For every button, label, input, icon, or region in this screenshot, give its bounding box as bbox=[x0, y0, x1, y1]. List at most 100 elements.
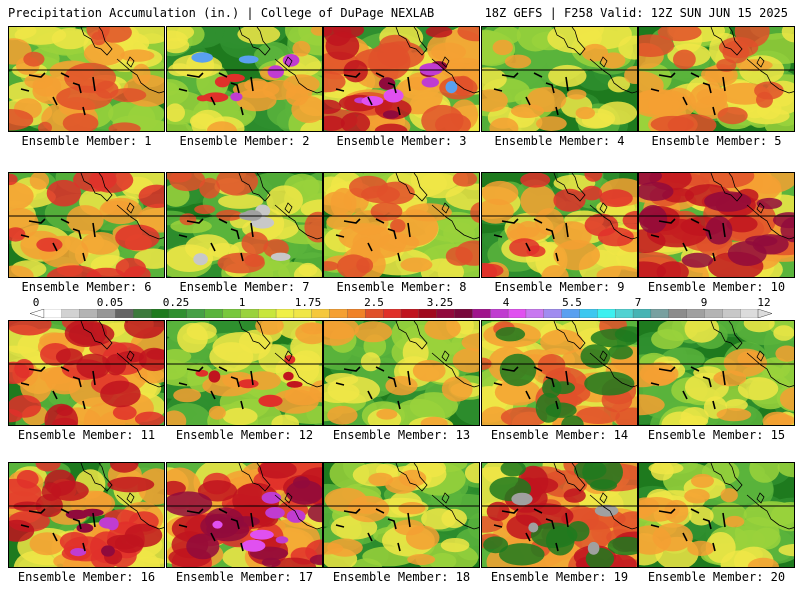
colorbar-min-arrow bbox=[30, 309, 45, 318]
ensemble-member-label: Ensemble Member: 17 bbox=[175, 570, 314, 584]
ensemble-member-label: Ensemble Member: 11 bbox=[17, 428, 156, 442]
colorbar-swatch bbox=[275, 309, 295, 318]
ensemble-member-label: Ensemble Member: 5 bbox=[651, 134, 782, 148]
colorbar-swatch bbox=[507, 309, 527, 318]
precipitation-field bbox=[639, 173, 794, 277]
colorbar-tick-label: 0.25 bbox=[162, 296, 190, 309]
ensemble-member-label: Ensemble Member: 14 bbox=[490, 428, 629, 442]
precipitation-field bbox=[9, 27, 164, 131]
colorbar-tick-label: 0.05 bbox=[96, 296, 124, 309]
reservoir-outlines bbox=[650, 508, 726, 552]
colorbar-swatch bbox=[632, 309, 652, 318]
coastline-outline bbox=[710, 463, 794, 530]
reservoir-outlines bbox=[335, 218, 411, 262]
reservoir-outlines bbox=[20, 72, 96, 116]
precipitation-field bbox=[639, 27, 794, 131]
colorbar-swatch bbox=[704, 309, 723, 318]
ensemble-map-panel bbox=[638, 462, 795, 568]
colorbar-swatch bbox=[150, 309, 170, 318]
colorbar-tick-label: 4 bbox=[502, 296, 510, 309]
reservoir-outlines bbox=[493, 508, 569, 552]
colorbar-swatch bbox=[740, 309, 759, 318]
coastline-outline bbox=[710, 321, 794, 388]
colorbar-tick-label: 0 bbox=[32, 296, 40, 309]
reservoir-outlines bbox=[20, 366, 96, 410]
colorbar-swatch bbox=[133, 309, 152, 318]
colorbar-swatch bbox=[43, 309, 63, 318]
precipitation-field bbox=[482, 463, 637, 567]
ensemble-map-panel bbox=[481, 26, 638, 132]
colorbar-max-arrow bbox=[757, 309, 772, 318]
ensemble-map-panel bbox=[481, 172, 638, 278]
reservoir-outlines bbox=[493, 218, 569, 262]
colorbar-tick-label: 1.75 bbox=[294, 296, 322, 309]
ensemble-member-label: Ensemble Member: 9 bbox=[494, 280, 625, 294]
precipitation-colorbar: 0 0.05 0.25 1 1.75 2.5 3.25 4 5.5 7 9 12 bbox=[8, 296, 792, 320]
ensemble-member-label: Ensemble Member: 1 bbox=[21, 134, 152, 148]
page-header: Precipitation Accumulation (in.) | Colle… bbox=[0, 0, 800, 26]
colorbar-swatch bbox=[686, 309, 705, 318]
reservoir-outlines bbox=[493, 72, 569, 116]
precipitation-field bbox=[324, 173, 479, 277]
precipitation-field bbox=[167, 27, 322, 131]
precipitation-field bbox=[9, 321, 164, 425]
precipitation-field bbox=[167, 173, 322, 277]
colorbar-swatch bbox=[597, 309, 616, 318]
coastline-outline bbox=[553, 173, 637, 240]
reservoir-outlines bbox=[650, 72, 726, 116]
ensemble-map-panel bbox=[166, 320, 323, 426]
product-title: Precipitation Accumulation (in.) | Colle… bbox=[8, 6, 435, 20]
ensemble-map-panel bbox=[323, 26, 480, 132]
colorbar-bar bbox=[30, 309, 772, 318]
colorbar-swatch bbox=[365, 309, 384, 318]
reservoir-outlines bbox=[178, 218, 254, 262]
precipitation-field bbox=[167, 321, 322, 425]
colorbar-swatch bbox=[436, 309, 456, 318]
ensemble-map-panel bbox=[638, 172, 795, 278]
reservoir-outlines bbox=[335, 72, 411, 116]
colorbar-swatch bbox=[615, 309, 634, 318]
ensemble-member-label: Ensemble Member: 7 bbox=[179, 280, 310, 294]
ensemble-member-label: Ensemble Member: 8 bbox=[336, 280, 467, 294]
colorbar-swatch bbox=[61, 309, 81, 318]
colorbar-swatch bbox=[186, 309, 206, 318]
colorbar-swatch bbox=[490, 309, 509, 318]
ensemble-map-panel bbox=[323, 172, 480, 278]
colorbar-tick-label: 3.25 bbox=[426, 296, 454, 309]
ensemble-map-panel bbox=[8, 320, 165, 426]
coastline-outline bbox=[553, 463, 637, 530]
reservoir-outlines bbox=[335, 366, 411, 410]
colorbar-svg bbox=[30, 309, 772, 318]
colorbar-swatch bbox=[525, 309, 545, 318]
ensemble-member-label: Ensemble Member: 13 bbox=[332, 428, 471, 442]
precipitation-field bbox=[482, 27, 637, 131]
coastline-outline bbox=[238, 173, 322, 240]
colorbar-swatch bbox=[79, 309, 99, 318]
colorbar-swatch bbox=[329, 309, 348, 318]
ensemble-member-label: Ensemble Member: 4 bbox=[494, 134, 625, 148]
ensemble-member-label: Ensemble Member: 16 bbox=[17, 570, 156, 584]
colorbar-tick-label: 9 bbox=[700, 296, 708, 309]
colorbar-swatch bbox=[115, 309, 134, 318]
colorbar-swatch bbox=[347, 309, 366, 318]
colorbar-swatch bbox=[650, 309, 670, 318]
ensemble-map-panel bbox=[638, 320, 795, 426]
precipitation-field bbox=[639, 463, 794, 567]
precipitation-field bbox=[482, 321, 637, 425]
colorbar-swatch bbox=[454, 309, 473, 318]
reservoir-outlines bbox=[335, 508, 411, 552]
ensemble-member-label: Ensemble Member: 20 bbox=[647, 570, 786, 584]
coastline-outline bbox=[395, 321, 479, 388]
ensemble-member-label: Ensemble Member: 15 bbox=[647, 428, 786, 442]
coastline-outline bbox=[553, 27, 637, 94]
colorbar-swatch bbox=[168, 309, 188, 318]
reservoir-outlines bbox=[178, 366, 254, 410]
coastline-outline bbox=[238, 321, 322, 388]
ensemble-member-label: Ensemble Member: 2 bbox=[179, 134, 310, 148]
precipitation-field bbox=[639, 321, 794, 425]
reservoir-outlines bbox=[20, 508, 96, 552]
colorbar-swatch bbox=[722, 309, 741, 318]
ensemble-map-panel bbox=[166, 462, 323, 568]
precipitation-field bbox=[324, 463, 479, 567]
colorbar-swatch bbox=[472, 309, 491, 318]
